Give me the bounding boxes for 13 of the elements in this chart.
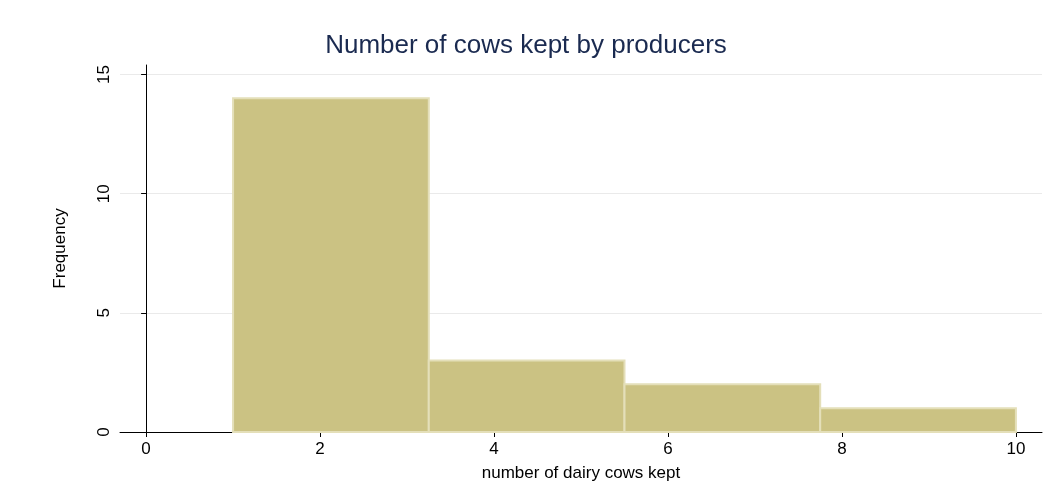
x-tick-label: 8	[837, 439, 847, 458]
y-tick-label: 10	[94, 184, 113, 204]
x-tick-label: 10	[1006, 439, 1026, 458]
x-tick-label: 6	[663, 439, 673, 458]
y-tick-label: 5	[94, 308, 113, 318]
x-tick-label: 0	[141, 439, 151, 458]
y-tick-label: 15	[94, 65, 113, 84]
x-tick-label: 2	[315, 439, 325, 458]
y-axis-title: Frequency	[50, 207, 69, 289]
x-tick-label: 4	[489, 439, 499, 458]
x-axis-title: number of dairy cows kept	[481, 463, 681, 482]
chart-title: Number of cows kept by producers	[325, 29, 727, 59]
y-tick-label: 0	[94, 427, 113, 437]
